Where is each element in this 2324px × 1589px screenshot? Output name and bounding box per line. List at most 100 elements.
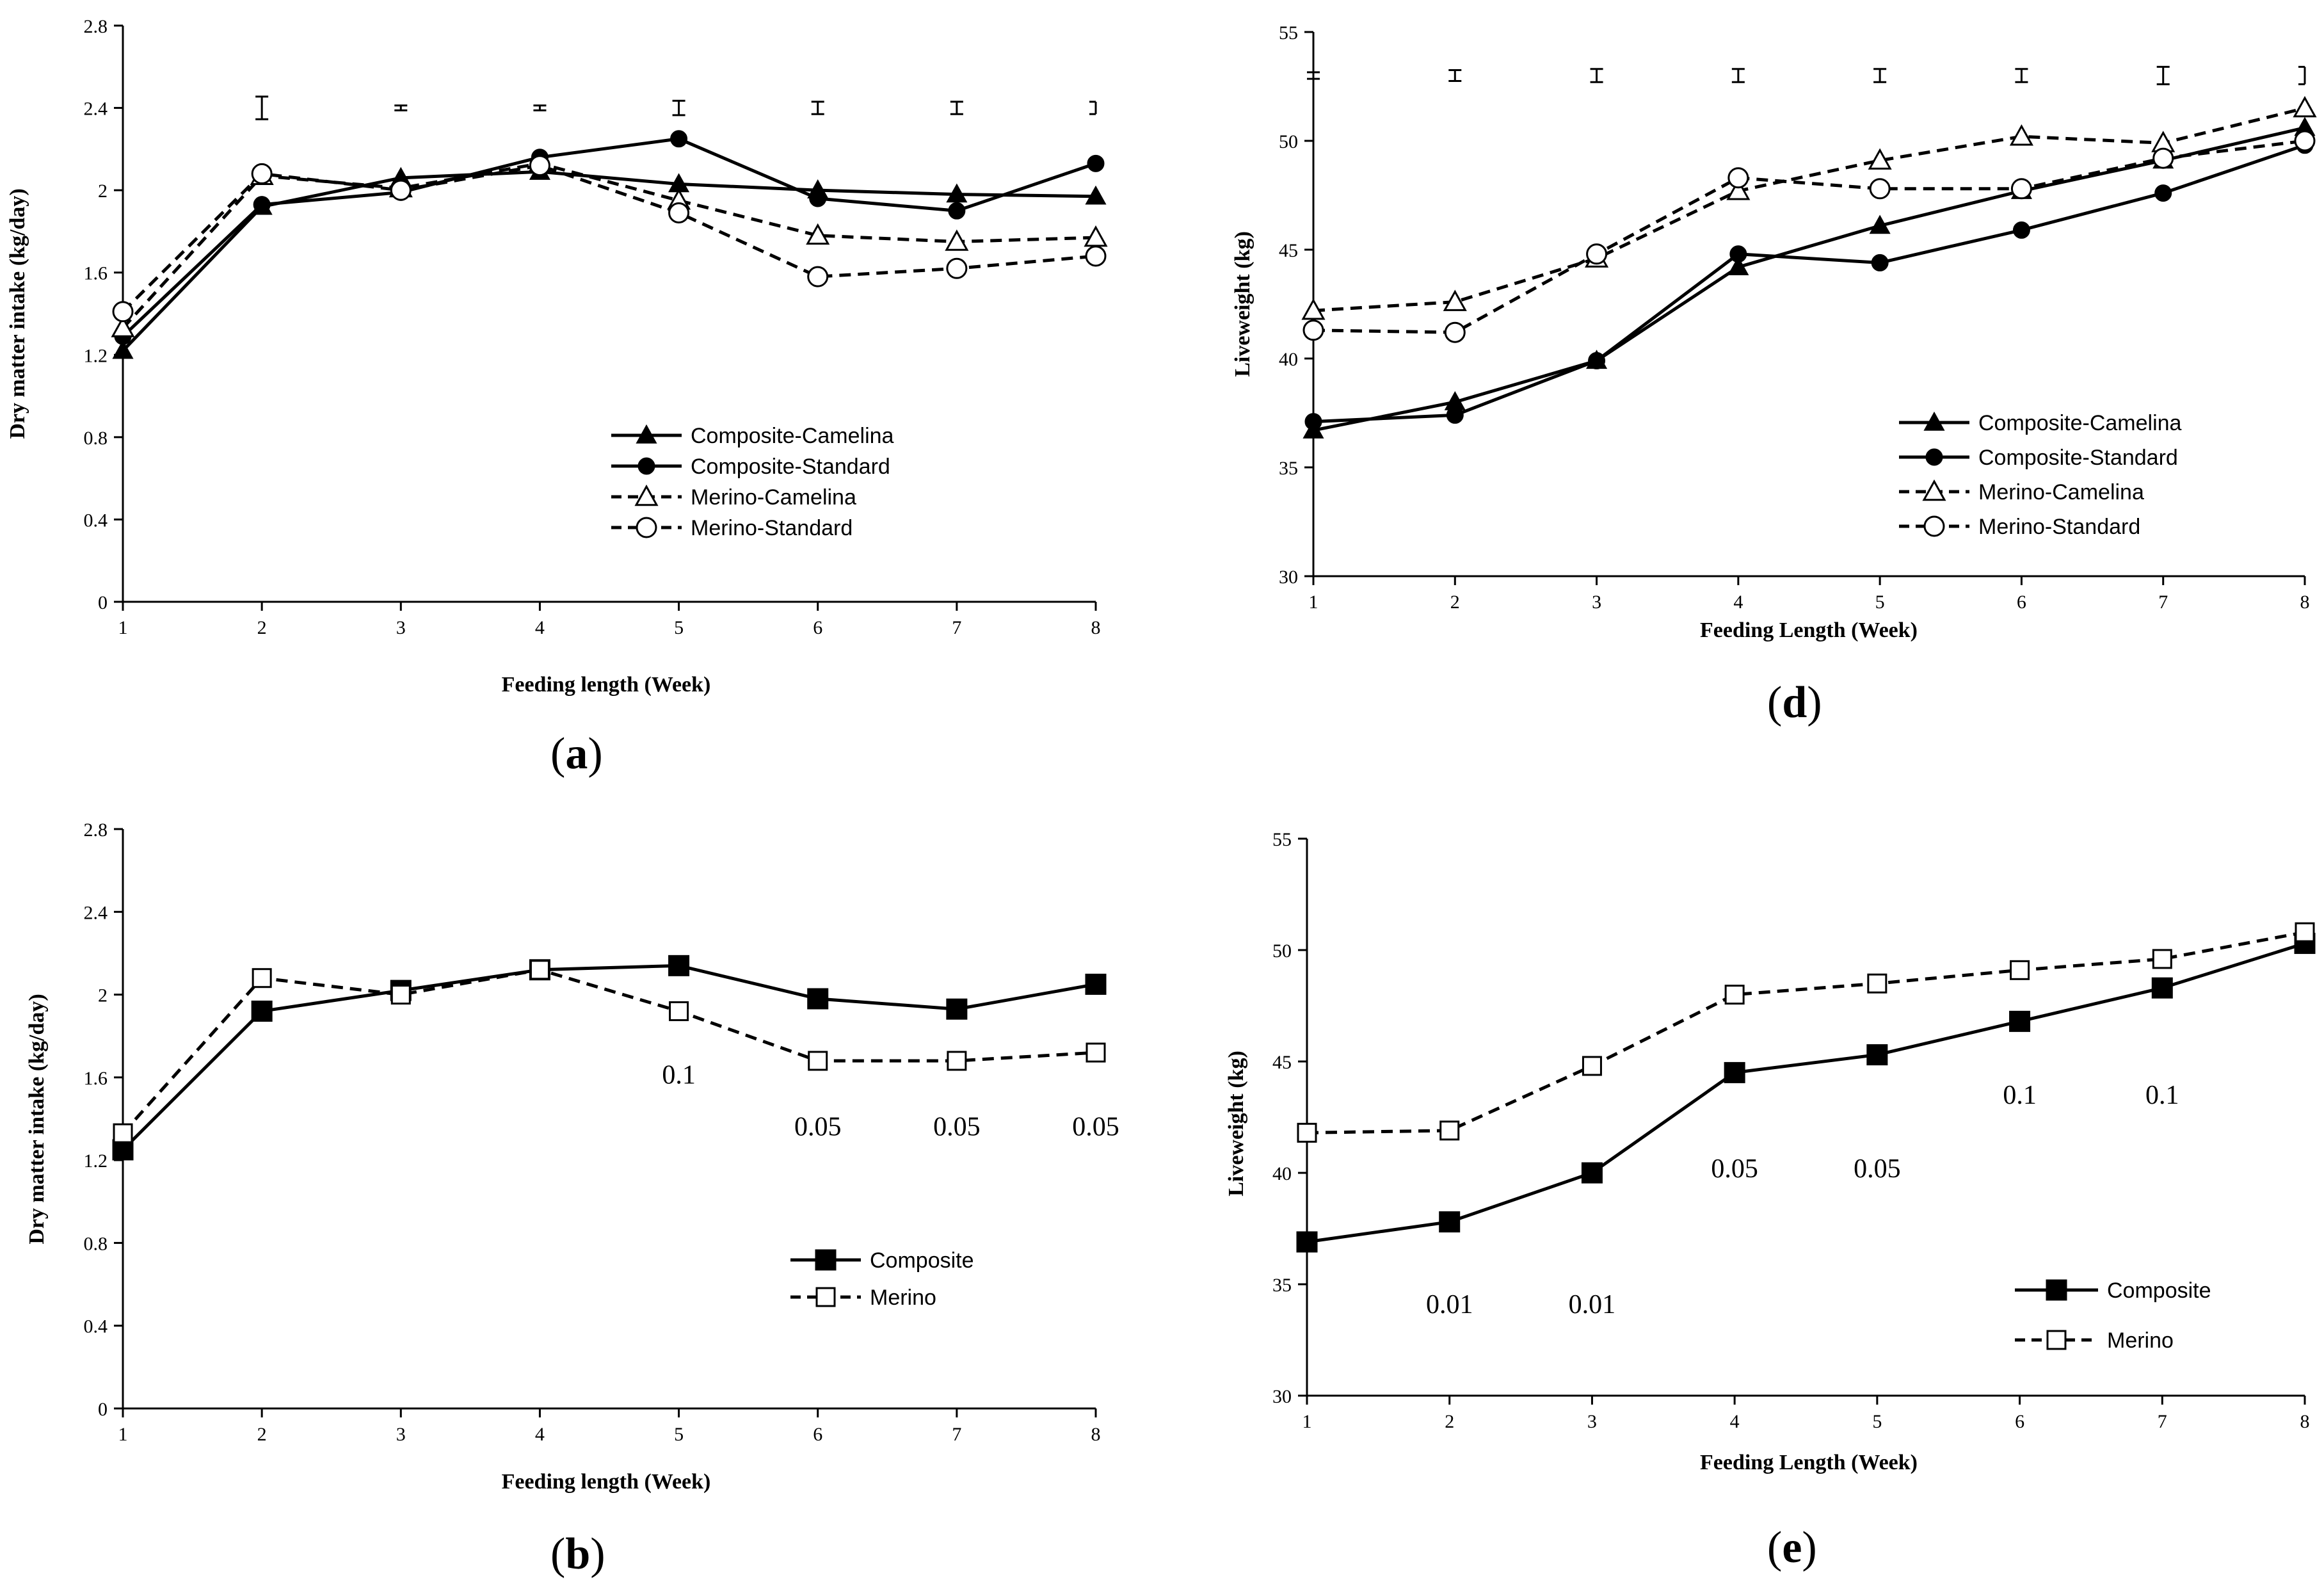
legend-label: Composite <box>2107 1278 2211 1303</box>
y-tick-label: 40 <box>1279 349 1298 370</box>
data-point <box>668 202 690 223</box>
data-point <box>2154 184 2172 202</box>
legend-label: Merino-Standard <box>691 516 853 540</box>
y-tick-label: 1.6 <box>84 263 108 284</box>
legend-marker <box>1923 411 1945 431</box>
x-tick-label: 4 <box>535 1424 545 1445</box>
x-tick-label: 8 <box>2300 592 2310 613</box>
legend-marker <box>1922 479 1946 501</box>
p-value-label: 0.05 <box>933 1112 981 1141</box>
legend-label: Merino-Standard <box>1978 515 2140 539</box>
y-tick-label: 0.4 <box>84 1316 108 1337</box>
x-tick-label: 3 <box>1587 1411 1597 1432</box>
x-tick-label: 1 <box>1302 1411 1312 1432</box>
legend-marker <box>1925 448 1943 466</box>
data-point <box>946 998 968 1020</box>
series-line <box>1313 126 2305 432</box>
data-point <box>251 1000 273 1022</box>
legend: Composite-Camelina Composite-Standard Meri… <box>1899 411 2182 539</box>
data-point <box>1296 1231 1318 1253</box>
y-tick-label: 40 <box>1272 1163 1292 1184</box>
series-line <box>1306 942 2305 1244</box>
y-tick-label: 30 <box>1272 1386 1292 1407</box>
y-tick-label: 2.8 <box>84 16 108 37</box>
panel-a: 0 0.4 0.8 1.2 1.6 2 2.4 2.8 1 2 3 4 5 6 7 8 Feeding leng… <box>6 16 1108 778</box>
data-point <box>1729 245 1747 263</box>
data-point <box>2012 221 2030 239</box>
error-bar <box>533 104 547 111</box>
data-point <box>1444 321 1466 343</box>
legend-marker <box>2046 1330 2067 1350</box>
x-tick-label: 2 <box>257 1424 267 1445</box>
data-point <box>807 988 829 1010</box>
legend-label: Composite-Camelina <box>1978 411 2182 435</box>
data-point <box>2009 1010 2031 1032</box>
series-composite-standard <box>1304 136 2314 431</box>
data-point <box>809 190 827 207</box>
data-point <box>2294 130 2316 152</box>
series-line <box>1313 106 2305 312</box>
data-point <box>1439 1211 1461 1233</box>
data-point <box>806 223 830 245</box>
data-point <box>807 266 829 287</box>
x-axis-title: Feeding Length (Week) <box>1700 618 1918 642</box>
data-point <box>112 301 134 323</box>
legend-marker <box>637 457 655 475</box>
p-value-label: 0.1 <box>2145 1081 2179 1110</box>
p-value-label: 0.05 <box>1711 1154 1758 1184</box>
error-bar <box>255 95 269 120</box>
p-value-label: 0.1 <box>662 1061 696 1090</box>
data-point <box>2010 960 2030 980</box>
data-point <box>2009 124 2033 146</box>
y-tick-label: 50 <box>1272 940 1292 962</box>
x-tick-label: 2 <box>1450 592 1460 613</box>
x-tick-label: 3 <box>396 1424 406 1445</box>
panel-b: 0 0.4 0.8 1.2 1.6 2 2.4 2.8 1 2 3 4 5 6 7 8 Feeding leng… <box>25 819 1119 1579</box>
data-point <box>1724 985 1745 1005</box>
data-point <box>945 229 969 251</box>
y-tick-label: 2.4 <box>84 99 108 120</box>
data-point <box>2151 977 2173 999</box>
y-tick-label: 35 <box>1279 458 1298 479</box>
x-tick-label: 5 <box>674 617 684 638</box>
error-bar <box>672 99 685 117</box>
x-tick-label: 4 <box>535 617 545 638</box>
series-line <box>1313 139 2305 334</box>
y-axis-title: Dry matter intake (kg/day) <box>25 994 49 1244</box>
panel-label: (d) <box>1767 678 1822 727</box>
data-point <box>1867 973 1887 994</box>
series-merino-standard <box>112 155 1107 323</box>
y-tick-label: 1.6 <box>84 1068 108 1089</box>
data-point <box>1085 185 1107 205</box>
x-tick-label: 3 <box>1592 592 1601 613</box>
panel-label: (a) <box>550 729 603 778</box>
y-axis-title: Liveweight (kg) <box>1231 231 1254 377</box>
data-point <box>1588 351 1606 369</box>
y-tick-label: 2.8 <box>84 819 108 841</box>
data-point <box>2010 178 2032 200</box>
series-line <box>1306 930 2305 1134</box>
data-point <box>1869 214 1891 234</box>
data-point <box>670 130 688 148</box>
legend-marker <box>2046 1279 2067 1301</box>
y-tick-label: 45 <box>1279 240 1298 261</box>
y-tick-label: 55 <box>1279 22 1298 44</box>
x-tick-label: 5 <box>674 1424 684 1445</box>
data-point <box>1581 1162 1603 1184</box>
x-tick-label: 1 <box>1309 592 1318 613</box>
y-axis-title: Dry matter intake (kg/day) <box>6 188 29 439</box>
legend-label: Merino <box>2107 1328 2174 1353</box>
y-tick-label: 0.4 <box>84 510 108 531</box>
legend-marker <box>634 484 659 506</box>
legend: Composite Merino <box>790 1248 974 1310</box>
data-point <box>1586 243 1608 265</box>
error-bar <box>394 104 408 111</box>
error-bar <box>2298 65 2306 86</box>
series-line <box>122 164 1096 313</box>
data-point <box>948 202 966 220</box>
series-merino-standard <box>1302 130 2316 343</box>
y-tick-label: 0.8 <box>84 1233 108 1254</box>
